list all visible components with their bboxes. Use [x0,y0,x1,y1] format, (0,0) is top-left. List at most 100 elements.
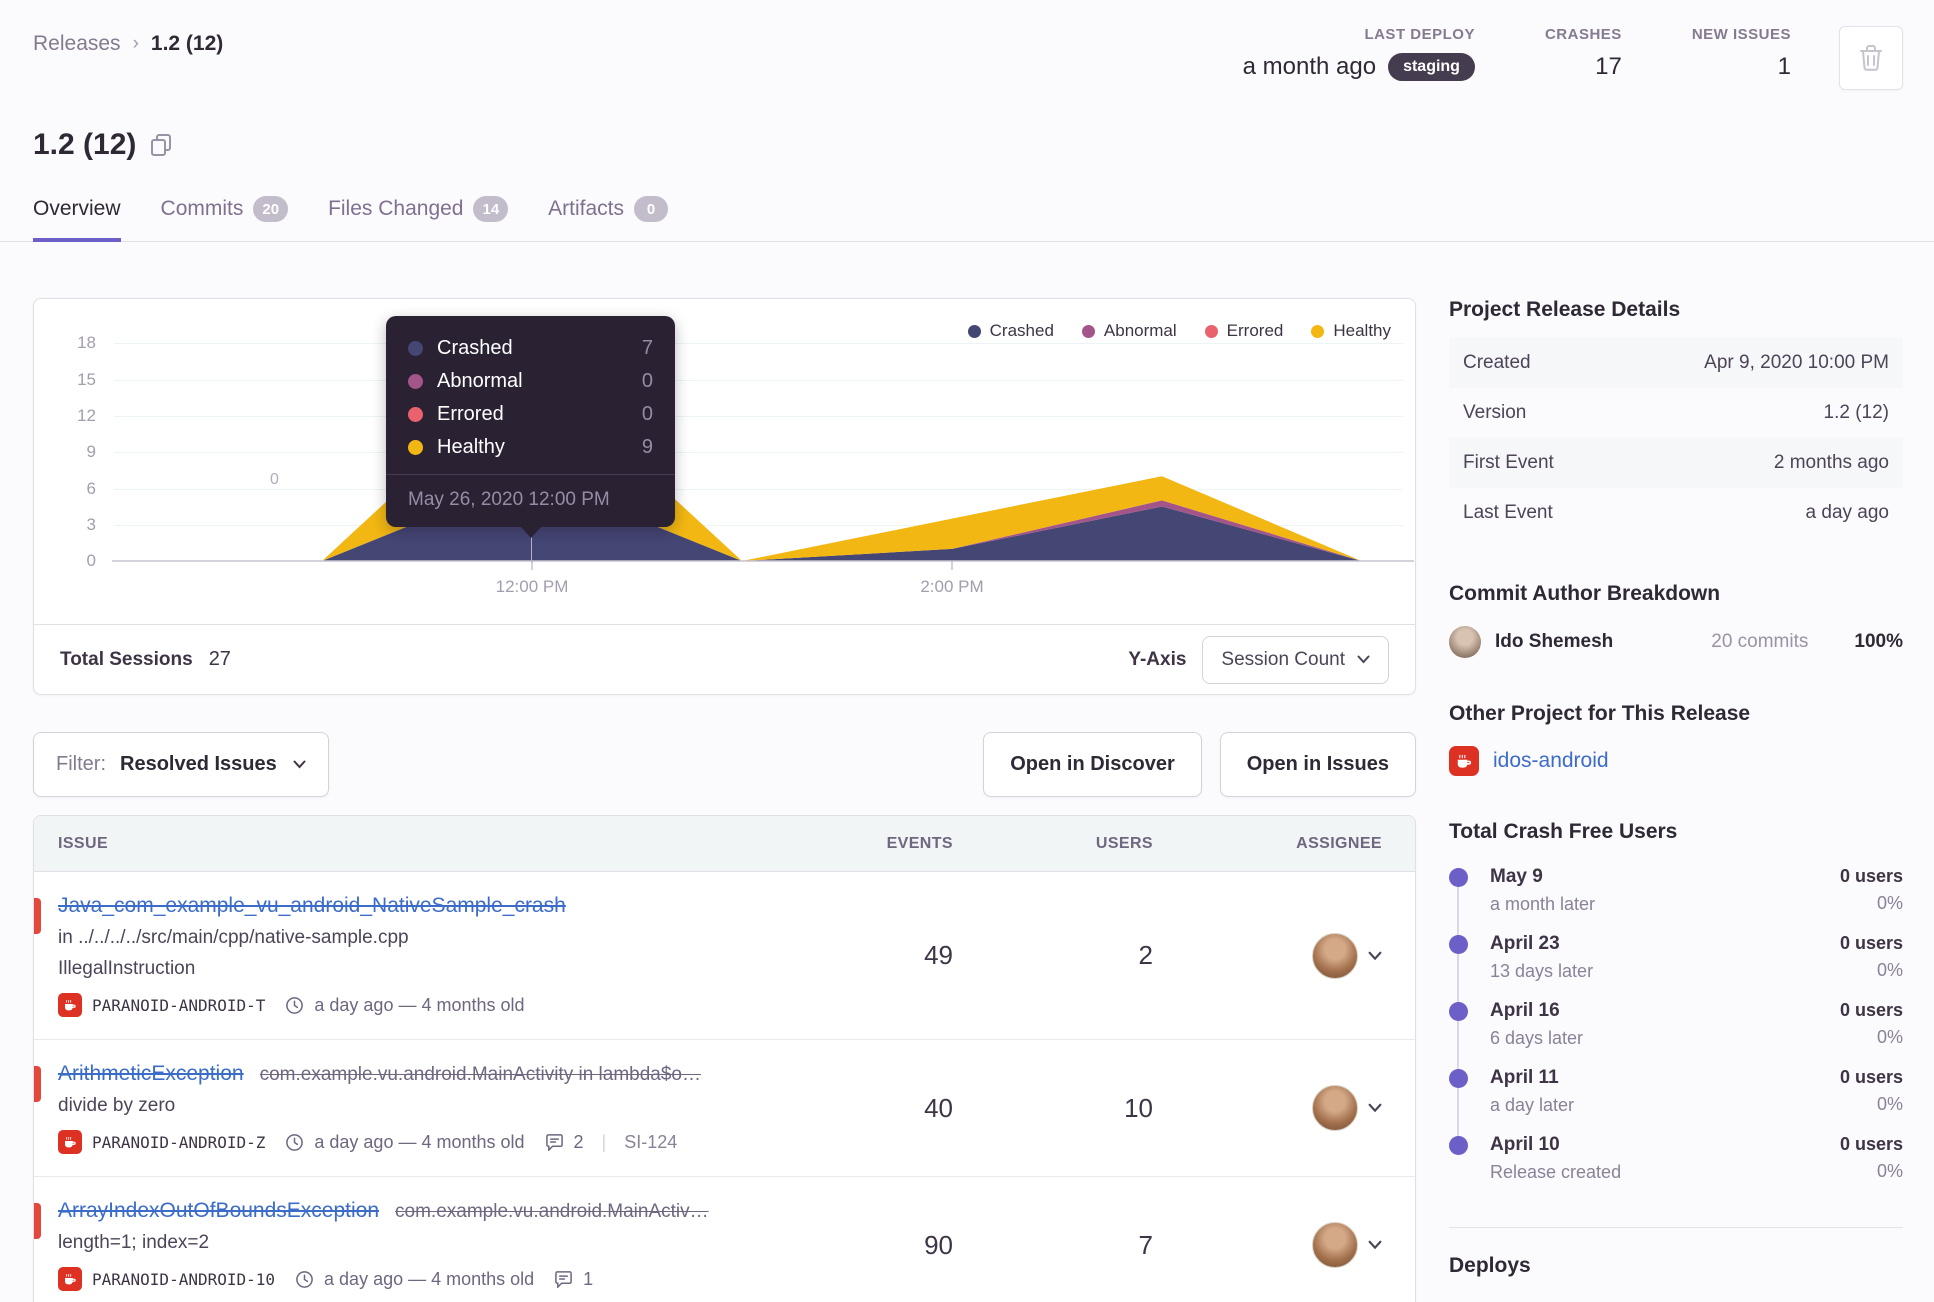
crash-free-percent: 0% [1876,960,1903,980]
crash-free-date: May 9 [1490,866,1543,887]
clock-icon [295,1270,314,1289]
crash-free-percent: 0% [1876,1027,1903,1047]
comments-count: 2 [573,1131,584,1152]
crash-free-date: April 16 [1490,1000,1560,1021]
detail-row-last-event: Last Event a day ago [1449,488,1903,538]
crash-free-users: 0 users [1839,866,1903,886]
issue-users-count: 10 [1124,1092,1153,1123]
timeline-dot-icon [1449,1002,1468,1021]
breadcrumb-releases[interactable]: Releases [33,32,121,55]
open-in-discover-button[interactable]: Open in Discover [983,732,1202,797]
trash-icon [1858,44,1884,72]
tooltip-row-errored: Errored 0 [408,398,653,431]
tab-overview[interactable]: Overview [33,196,121,242]
assignee-avatar[interactable] [1312,1222,1358,1268]
delete-release-button[interactable] [1839,26,1903,90]
tab-artifacts[interactable]: Artifacts 0 [548,196,669,242]
comments-icon[interactable] [554,1270,573,1288]
last-deploy-value: a month ago [1242,53,1377,80]
issue-title-link[interactable]: ArrayIndexOutOfBoundsException [58,1199,380,1222]
stat-label: NEW ISSUES [1691,26,1791,43]
abnormal-dot-icon [408,374,423,389]
author-commit-count: 20 commits [1711,631,1809,652]
issue-subtitle: length=1; index=2 [58,1232,210,1253]
assignee-dropdown-chevron-icon[interactable] [1368,1103,1382,1113]
legend-label: Healthy [1333,321,1391,340]
issue-row: ArrayIndexOutOfBoundsException com.exampl… [34,1177,1415,1302]
assignee-avatar[interactable] [1312,1085,1358,1131]
gridline [114,489,1403,490]
legend-item-healthy[interactable]: Healthy [1311,321,1391,341]
open-in-issues-button[interactable]: Open in Issues [1219,732,1416,797]
tab-label: Commits [160,197,244,220]
page-header: Releases › 1.2 (12) LAST DEPLOY a month … [0,0,1934,90]
detail-value: a day ago [1805,502,1889,523]
x-axis-label-12pm: 12:00 PM [495,577,569,596]
issue-ref: SI-124 [624,1131,678,1152]
deploys-section: Deploys [1449,1227,1903,1278]
y-axis-tick: 3 [86,515,96,534]
assignee-dropdown-chevron-icon[interactable] [1368,951,1382,961]
tooltip-row-healthy: Healthy 9 [408,431,653,464]
tab-label: Overview [33,197,121,220]
commit-author-row: Ido Shemesh 20 commits 100% [1449,626,1903,658]
stacked-area-chart [112,367,1414,570]
section-heading: Other Project for This Release [1449,702,1751,725]
tab-commits[interactable]: Commits 20 [161,196,289,242]
tab-label: Files Changed [328,197,464,220]
other-project-link[interactable]: idos-android [1493,749,1609,772]
tab-label: Artifacts [548,197,625,220]
comments-icon[interactable] [545,1133,564,1151]
detail-label: Version [1463,402,1527,423]
legend-dot-crashed-icon [967,324,981,338]
clock-icon [285,1133,304,1152]
issue-culprit: com.example.vu.android.MainActiv… [395,1201,709,1222]
tooltip-label: Crashed [437,337,513,359]
other-project-row: idos-android [1449,746,1903,776]
crash-free-item: April 10 Release created 0 users 0% [1449,1134,1903,1183]
issue-message: IllegalInstruction [58,958,196,979]
issue-users-count: 2 [1138,940,1153,970]
crash-free-users: 0 users [1839,1000,1903,1020]
timeline-dot-icon [1449,1069,1468,1088]
author-avatar [1449,626,1481,658]
chart-tooltip: Crashed 7 Abnormal 0 Errored [386,316,675,538]
issue-events-count: 40 [924,1092,953,1123]
yaxis-selected-value: Session Count [1221,648,1345,670]
sessions-chart[interactable]: 18 15 12 9 6 3 0 12:00 PM 2:00 PM [34,299,1415,624]
crash-free-users: 0 users [1839,933,1903,953]
comments-count: 1 [583,1268,594,1289]
issue-title-link[interactable]: Java_com_example_vu_android_NativeSample… [58,894,566,917]
chevron-down-icon [293,760,306,769]
crash-free-item: April 23 13 days later 0 users 0% [1449,933,1903,982]
issue-events-count: 49 [924,940,953,970]
issues-filter-dropdown[interactable]: Filter: Resolved Issues [33,732,329,797]
section-heading: Total Crash Free Users [1449,820,1678,843]
tab-files-changed[interactable]: Files Changed 14 [328,196,509,242]
assignee-dropdown-chevron-icon[interactable] [1368,1240,1382,1250]
tooltip-label: Healthy [437,436,505,458]
assignee-avatar[interactable] [1312,932,1358,979]
detail-label: Last Event [1463,502,1553,523]
project-release-details-section: Project Release Details Created Apr 9, 2… [1449,298,1903,538]
issue-title-link[interactable]: ArithmeticException [58,1062,244,1085]
stat-new-issues: NEW ISSUES 1 [1692,26,1791,81]
column-users: USERS [1095,834,1153,852]
total-sessions-label: Total Sessions [60,648,193,670]
tooltip-arrow [519,526,542,538]
x-axis-label-2pm: 2:00 PM [920,577,984,596]
section-heading: Commit Author Breakdown [1449,582,1721,605]
yaxis-select[interactable]: Session Count [1202,635,1389,684]
project-slug: PARANOID-ANDROID-T [92,995,266,1015]
legend-dot-abnormal-icon [1081,324,1095,338]
commit-author-breakdown-section: Commit Author Breakdown Ido Shemesh 20 c… [1449,582,1903,658]
legend-item-errored[interactable]: Errored [1204,321,1283,341]
copy-version-icon[interactable] [150,133,172,157]
issue-events-count: 90 [924,1229,953,1260]
legend-item-crashed[interactable]: Crashed [967,321,1054,341]
unhandled-indicator [34,1203,41,1239]
y-axis-tick: 18 [77,333,96,352]
tooltip-value: 0 [641,403,653,425]
legend-item-abnormal[interactable]: Abnormal [1081,321,1177,341]
area-series-crashed [112,476,1362,561]
